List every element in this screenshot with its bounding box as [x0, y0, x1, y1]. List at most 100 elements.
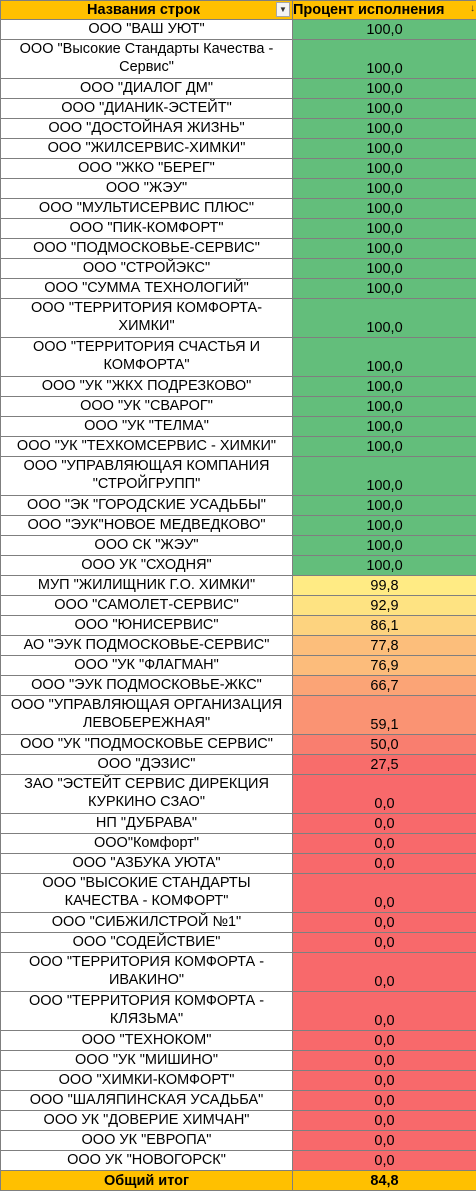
company-name-cell[interactable]: ООО "МУЛЬТИСЕРВИС ПЛЮС" — [0, 198, 293, 219]
percent-value-cell[interactable]: 0,0 — [292, 1130, 476, 1151]
percent-value-cell[interactable]: 100,0 — [292, 515, 476, 536]
company-name-cell[interactable]: ООО "УПРАВЛЯЮЩАЯ КОМПАНИЯ "СТРОЙГРУПП" — [0, 456, 293, 496]
percent-value-cell[interactable]: 100,0 — [292, 118, 476, 139]
company-name-cell[interactable]: ООО "ЖИЛСЕРВИС-ХИМКИ" — [0, 138, 293, 159]
percent-value-cell[interactable]: 0,0 — [292, 853, 476, 874]
company-name-cell[interactable]: ООО "УК "ПОДМОСКОВЬЕ СЕРВИС" — [0, 734, 293, 755]
percent-value-cell[interactable]: 100,0 — [292, 298, 476, 338]
percent-value-cell[interactable]: 50,0 — [292, 734, 476, 755]
percent-value-cell[interactable]: 100,0 — [292, 198, 476, 219]
percent-value-cell[interactable]: 92,9 — [292, 595, 476, 616]
company-name-cell[interactable]: ООО "УК "СВАРОГ" — [0, 396, 293, 417]
percent-value-cell[interactable]: 100,0 — [292, 178, 476, 199]
company-name-cell[interactable]: ООО "ЮНИСЕРВИС" — [0, 615, 293, 636]
percent-value-cell[interactable]: 0,0 — [292, 813, 476, 834]
percent-value-cell[interactable]: 59,1 — [292, 695, 476, 735]
percent-value-cell[interactable]: 100,0 — [292, 238, 476, 259]
company-name-cell[interactable]: ООО "ТЕРРИТОРИЯ КОМФОРТА - ИВАКИНО" — [0, 952, 293, 992]
company-name-cell[interactable]: ООО "ДИАНИК-ЭСТЕЙТ" — [0, 98, 293, 119]
company-name-cell[interactable]: ООО "ПИК-КОМФОРТ" — [0, 218, 293, 239]
company-name-cell[interactable]: ЗАО "ЭСТЕЙТ СЕРВИС ДИРЕКЦИЯ КУРКИНО СЗАО… — [0, 774, 293, 814]
company-name-cell[interactable]: ООО "ЖКО "БЕРЕГ" — [0, 158, 293, 179]
company-name-cell[interactable]: ООО "АЗБУКА УЮТА" — [0, 853, 293, 874]
percent-value-cell[interactable]: 0,0 — [292, 1050, 476, 1071]
company-name-cell[interactable]: ООО "ПОДМОСКОВЬЕ-СЕРВИС" — [0, 238, 293, 259]
percent-value-cell[interactable]: 100,0 — [292, 158, 476, 179]
percent-value-cell[interactable]: 100,0 — [292, 535, 476, 556]
row-labels-header[interactable]: Названия строк ▼ — [0, 0, 293, 20]
percent-value-cell[interactable]: 76,9 — [292, 655, 476, 676]
percent-header[interactable]: Процент исполнения ↓ — [292, 0, 476, 20]
company-name-cell[interactable]: ООО "ТЕРРИТОРИЯ КОМФОРТА - КЛЯЗЬМА" — [0, 991, 293, 1031]
company-name-cell[interactable]: ООО "ВАШ УЮТ" — [0, 19, 293, 40]
percent-value-cell[interactable]: 100,0 — [292, 258, 476, 279]
percent-value-cell[interactable]: 0,0 — [292, 932, 476, 953]
company-name-cell[interactable]: ООО "ДЭЗИС" — [0, 754, 293, 775]
company-name-cell[interactable]: ООО "ЖЭУ" — [0, 178, 293, 199]
company-name-cell[interactable]: ООО"Комфорт" — [0, 833, 293, 854]
percent-value-cell[interactable]: 100,0 — [292, 98, 476, 119]
company-name-cell[interactable]: ООО "УК "ТЕХКОМСЕРВИС - ХИМКИ" — [0, 436, 293, 457]
percent-value-cell[interactable]: 0,0 — [292, 873, 476, 913]
company-name-cell[interactable]: МУП "ЖИЛИЩНИК Г.О. ХИМКИ" — [0, 575, 293, 596]
company-name-cell[interactable]: ООО "ТЕХНОКОМ" — [0, 1030, 293, 1051]
percent-value-cell[interactable]: 100,0 — [292, 278, 476, 299]
percent-value-cell[interactable]: 100,0 — [292, 376, 476, 397]
dropdown-arrow-icon[interactable]: ▼ — [276, 2, 290, 17]
company-name-cell[interactable]: ООО "ТЕРРИТОРИЯ КОМФОРТА-ХИМКИ" — [0, 298, 293, 338]
company-name-cell[interactable]: ООО "ДОСТОЙНАЯ ЖИЗНЬ" — [0, 118, 293, 139]
percent-value-cell[interactable]: 0,0 — [292, 952, 476, 992]
percent-value-cell[interactable]: 100,0 — [292, 218, 476, 239]
percent-value-cell[interactable]: 100,0 — [292, 138, 476, 159]
company-name-cell[interactable]: ООО "ХИМКИ-КОМФОРТ" — [0, 1070, 293, 1091]
company-name-cell[interactable]: ООО "САМОЛЕТ-СЕРВИС" — [0, 595, 293, 616]
percent-value-cell[interactable]: 0,0 — [292, 1110, 476, 1131]
sort-descending-icon[interactable]: ↓ — [470, 3, 475, 14]
percent-value-cell[interactable]: 100,0 — [292, 39, 476, 79]
percent-value-cell[interactable]: 100,0 — [292, 396, 476, 417]
percent-value-cell[interactable]: 0,0 — [292, 774, 476, 814]
percent-value-cell[interactable]: 0,0 — [292, 1070, 476, 1091]
company-name-cell[interactable]: ООО "СИБЖИЛСТРОЙ №1" — [0, 912, 293, 933]
percent-value-cell[interactable]: 99,8 — [292, 575, 476, 596]
company-name-cell[interactable]: ООО "ШАЛЯПИНСКАЯ УСАДЬБА" — [0, 1090, 293, 1111]
company-name-cell[interactable]: ООО УК "ДОВЕРИЕ ХИМЧАН" — [0, 1110, 293, 1131]
percent-value-cell[interactable]: 100,0 — [292, 78, 476, 99]
company-name-cell[interactable]: ООО "СУММА ТЕХНОЛОГИЙ" — [0, 278, 293, 299]
company-name-cell[interactable]: ООО "ЭУК"НОВОЕ МЕДВЕДКОВО" — [0, 515, 293, 536]
percent-value-cell[interactable]: 0,0 — [292, 912, 476, 933]
percent-value-cell[interactable]: 100,0 — [292, 416, 476, 437]
company-name-cell[interactable]: ООО "СТРОЙЭКС" — [0, 258, 293, 279]
percent-value-cell[interactable]: 100,0 — [292, 19, 476, 40]
percent-value-cell[interactable]: 0,0 — [292, 833, 476, 854]
company-name-cell[interactable]: ООО "УПРАВЛЯЮЩАЯ ОРГАНИЗАЦИЯ ЛЕВОБЕРЕЖНА… — [0, 695, 293, 735]
percent-value-cell[interactable]: 100,0 — [292, 456, 476, 496]
percent-value-cell[interactable]: 66,7 — [292, 675, 476, 696]
company-name-cell[interactable]: ООО "ЭК "ГОРОДСКИЕ УСАДЬБЫ" — [0, 495, 293, 516]
company-name-cell[interactable]: ООО "УК "ЖКХ ПОДРЕЗКОВО" — [0, 376, 293, 397]
percent-value-cell[interactable]: 77,8 — [292, 635, 476, 656]
company-name-cell[interactable]: ООО "УК "ТЕЛМА" — [0, 416, 293, 437]
company-name-cell[interactable]: ООО УК "НОВОГОРСК" — [0, 1150, 293, 1171]
company-name-cell[interactable]: ООО СК "ЖЭУ" — [0, 535, 293, 556]
percent-value-cell[interactable]: 27,5 — [292, 754, 476, 775]
percent-value-cell[interactable]: 100,0 — [292, 436, 476, 457]
company-name-cell[interactable]: ООО "УК "МИШИНО" — [0, 1050, 293, 1071]
percent-value-cell[interactable]: 100,0 — [292, 495, 476, 516]
percent-value-cell[interactable]: 0,0 — [292, 1150, 476, 1171]
company-name-cell[interactable]: АО "ЭУК ПОДМОСКОВЬЕ-СЕРВИС" — [0, 635, 293, 656]
percent-value-cell[interactable]: 100,0 — [292, 337, 476, 377]
company-name-cell[interactable]: ООО "Высокие Стандарты Качества - Сервис… — [0, 39, 293, 79]
company-name-cell[interactable]: ООО УК "СХОДНЯ" — [0, 555, 293, 576]
company-name-cell[interactable]: ООО "ЭУК ПОДМОСКОВЬЕ-ЖКС" — [0, 675, 293, 696]
company-name-cell[interactable]: ООО "УК "ФЛАГМАН" — [0, 655, 293, 676]
company-name-cell[interactable]: ООО "ТЕРРИТОРИЯ СЧАСТЬЯ И КОМФОРТА" — [0, 337, 293, 377]
percent-value-cell[interactable]: 0,0 — [292, 1090, 476, 1111]
company-name-cell[interactable]: ООО "ВЫСОКИЕ СТАНДАРТЫ КАЧЕСТВА - КОМФОР… — [0, 873, 293, 913]
company-name-cell[interactable]: ООО "СОДЕЙСТВИЕ" — [0, 932, 293, 953]
company-name-cell[interactable]: ООО УК "ЕВРОПА" — [0, 1130, 293, 1151]
company-name-cell[interactable]: ООО "ДИАЛОГ ДМ" — [0, 78, 293, 99]
percent-value-cell[interactable]: 0,0 — [292, 991, 476, 1031]
percent-value-cell[interactable]: 0,0 — [292, 1030, 476, 1051]
percent-value-cell[interactable]: 86,1 — [292, 615, 476, 636]
